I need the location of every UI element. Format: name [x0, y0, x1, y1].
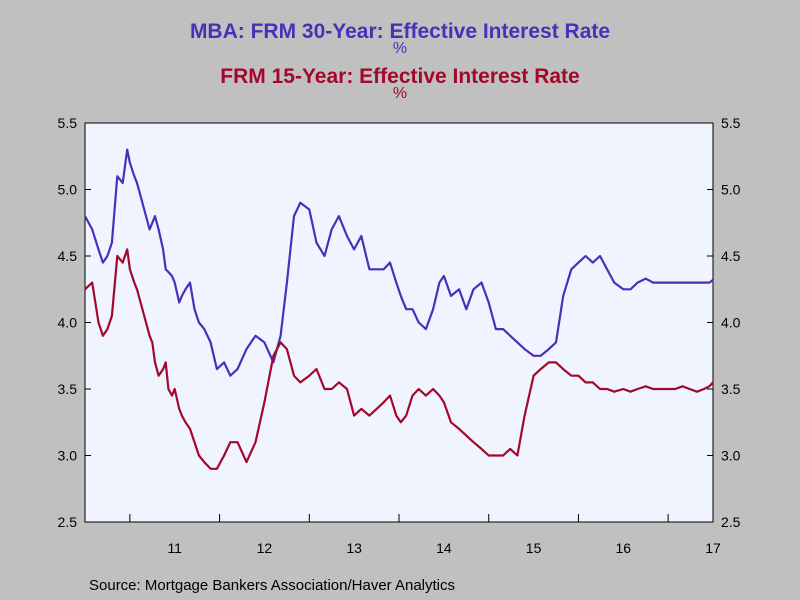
y-tick-label-right: 3.0	[721, 448, 741, 464]
x-tick-label: 12	[257, 540, 273, 556]
chart-unit-line-1: %	[392, 40, 408, 57]
y-tick-label-left: 3.0	[58, 448, 78, 464]
y-tick-label-left: 2.5	[58, 514, 78, 530]
x-tick-label: 17	[705, 540, 721, 556]
plot-area	[84, 122, 714, 523]
y-tick-label-right: 2.5	[721, 514, 741, 530]
y-tick-label-left: 4.0	[58, 315, 78, 331]
x-tick-label: 11	[167, 540, 182, 556]
source-note: Source: Mortgage Bankers Association/Hav…	[89, 577, 456, 594]
y-tick-label-left: 5.5	[58, 115, 78, 131]
x-tick-label: 16	[615, 540, 631, 556]
series-line-2	[84, 248, 714, 470]
chart-title-line-2: FRM 15-Year: Effective Interest Rate	[220, 65, 580, 88]
series-line-1	[84, 148, 714, 377]
y-tick-label-right: 4.5	[721, 248, 741, 264]
y-tick-label-right: 3.5	[721, 381, 741, 397]
y-tick-label-right: 5.5	[721, 115, 741, 131]
y-tick-label-right: 4.0	[721, 315, 741, 331]
x-tick-label: 13	[346, 540, 362, 556]
y-tick-label-left: 5.0	[58, 182, 78, 198]
y-tick-label-left: 4.5	[58, 248, 78, 264]
chart-title-line-1: MBA: FRM 30-Year: Effective Interest Rat…	[189, 20, 611, 43]
y-tick-label-right: 5.0	[721, 182, 741, 198]
chart-unit-line-2: %	[392, 85, 408, 102]
x-tick-label: 15	[526, 540, 542, 556]
y-tick-label-left: 3.5	[58, 381, 78, 397]
x-tick-label: 14	[436, 540, 452, 556]
